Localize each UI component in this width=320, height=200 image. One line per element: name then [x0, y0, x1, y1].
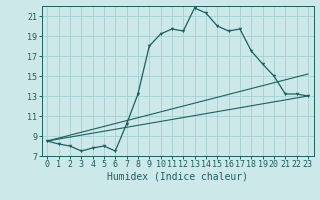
X-axis label: Humidex (Indice chaleur): Humidex (Indice chaleur) — [107, 172, 248, 182]
